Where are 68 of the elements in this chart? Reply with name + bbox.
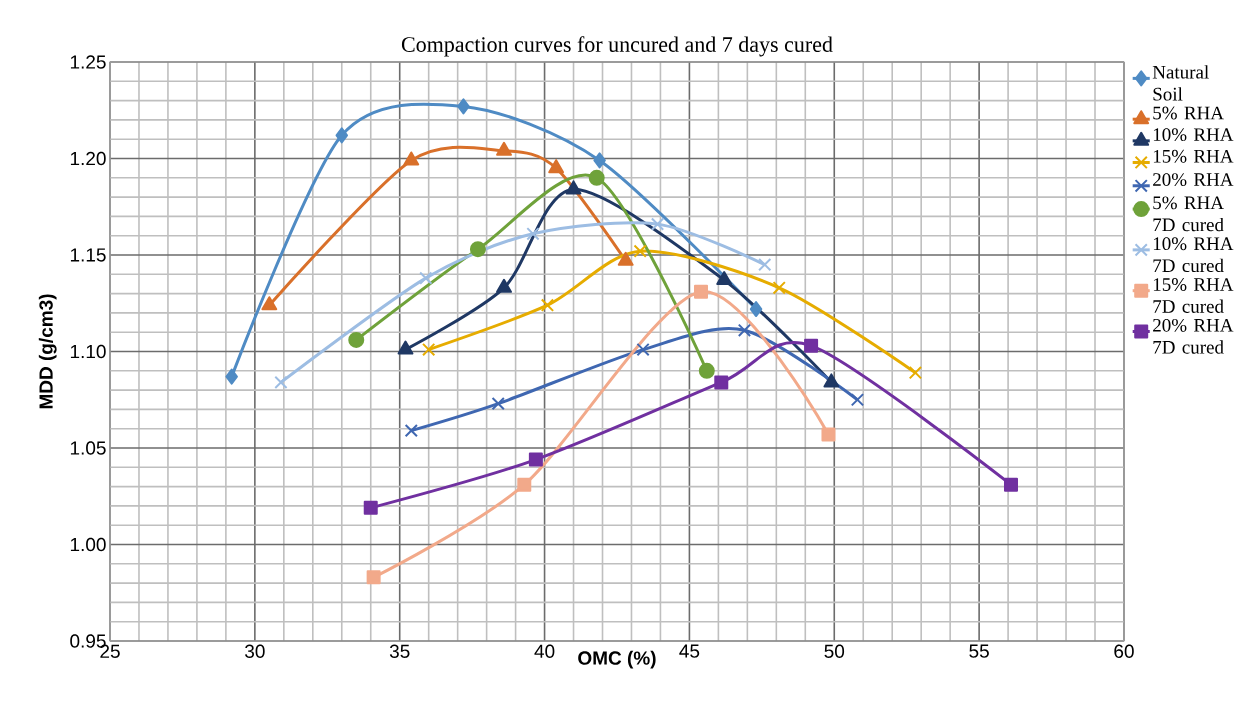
point — [517, 477, 532, 492]
x-axis-title: OMC (%) — [578, 650, 656, 669]
point — [348, 331, 365, 348]
legend-label: 15% RHA — [1153, 149, 1234, 163]
point — [419, 271, 433, 285]
point — [636, 342, 650, 357]
point — [526, 227, 540, 241]
point — [528, 452, 543, 467]
point — [749, 301, 763, 318]
point — [850, 393, 865, 407]
point — [422, 342, 436, 357]
point — [540, 298, 555, 312]
point — [261, 296, 278, 311]
point — [1003, 477, 1018, 492]
point — [397, 340, 414, 355]
x-tick-label: 35 — [389, 644, 410, 658]
x-tick-label: 30 — [245, 644, 265, 658]
point — [366, 570, 381, 585]
x-tick-label: 60 — [1114, 644, 1134, 658]
point — [457, 98, 470, 115]
legend-label: 15% RHA 7D cured — [1153, 278, 1234, 313]
legend-label: 5% RHA — [1153, 106, 1224, 120]
point — [588, 169, 605, 186]
chart-title: Compaction curves for uncured and 7 days cured — [401, 36, 833, 57]
point — [469, 241, 486, 258]
point — [694, 284, 709, 299]
point — [274, 375, 288, 390]
y-tick-label: 1.05 — [70, 441, 106, 455]
legend-label: 20% RHA — [1153, 173, 1234, 187]
point — [404, 423, 418, 438]
point — [737, 323, 752, 337]
point — [363, 500, 378, 515]
point — [714, 375, 729, 390]
point — [698, 362, 715, 379]
y-tick-label: 1.00 — [70, 537, 106, 552]
point — [593, 152, 606, 169]
point — [225, 368, 238, 385]
legend-label: Natural Soil — [1152, 65, 1209, 101]
point — [804, 338, 819, 353]
point — [403, 151, 420, 166]
point — [617, 251, 634, 266]
x-tick-label: 50 — [824, 644, 845, 658]
y-axis-title: MDD (g/cm3) — [38, 294, 57, 409]
x-tick-label: 55 — [969, 644, 989, 658]
point — [716, 271, 733, 286]
point — [491, 396, 505, 411]
point — [908, 366, 923, 380]
y-tick-label: 1.20 — [70, 151, 106, 166]
point — [823, 373, 840, 388]
point — [633, 244, 647, 258]
legend-label: 20% RHA 7D cured — [1153, 318, 1234, 354]
point — [758, 257, 772, 272]
point — [335, 127, 349, 144]
point — [548, 159, 565, 174]
point — [821, 427, 836, 442]
point — [650, 217, 665, 231]
y-tick-label: 1.10 — [70, 344, 106, 359]
point — [772, 281, 786, 295]
legend-label: 10% RHA — [1153, 128, 1234, 142]
x-tick-label: 40 — [534, 644, 555, 658]
y-tick-label: 1.15 — [70, 248, 106, 262]
point — [496, 278, 512, 293]
point — [496, 141, 512, 156]
point — [565, 180, 582, 195]
legend-label: 10% RHA 7D cured — [1153, 237, 1234, 273]
x-tick-label: 45 — [679, 644, 700, 658]
legend-label: 5% RHA 7D cured — [1153, 196, 1224, 232]
y-tick-label: 1.25 — [70, 55, 106, 69]
